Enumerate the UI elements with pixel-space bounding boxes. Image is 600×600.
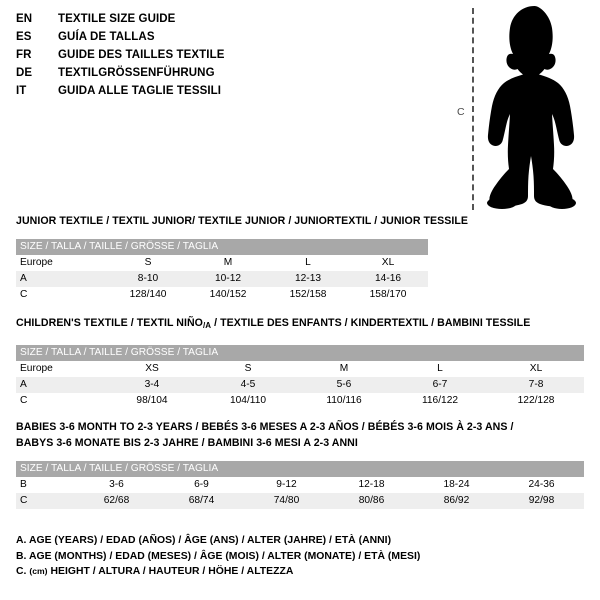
height-guide-line-icon <box>472 8 474 210</box>
cell: 128/140 <box>108 287 188 303</box>
table-header-row: SIZE / TALLA / TAILLE / GRÖSSE / TAGLIA <box>16 345 585 361</box>
section-title-children-pre: CHILDREN'S TEXTILE / TEXTIL NIÑO <box>16 317 203 329</box>
cell: 104/110 <box>200 393 296 409</box>
cell: M <box>296 361 392 377</box>
language-title: TEXTILGRÖSSENFÜHRUNG <box>58 67 215 79</box>
cell: 12-18 <box>329 477 414 493</box>
cell: 86/92 <box>414 493 499 509</box>
language-row: FR GUIDE DES TAILLES TEXTILE <box>16 46 276 64</box>
cell: 140/152 <box>188 287 268 303</box>
cell: 9-12 <box>244 477 329 493</box>
language-code: DE <box>16 67 33 79</box>
cell: 80/86 <box>329 493 414 509</box>
language-title-block: EN TEXTILE SIZE GUIDE ES GUÍA DE TALLAS … <box>16 10 276 100</box>
cell: S <box>200 361 296 377</box>
table-row: C 98/104 104/110 110/116 116/122 122/128 <box>16 393 585 409</box>
cell: 12-13 <box>268 271 348 287</box>
section-title-babies-line1: BABIES 3-6 MONTH TO 2-3 YEARS / BEBÉS 3-… <box>16 421 514 433</box>
cell: 18-24 <box>414 477 499 493</box>
cell: 7-8 <box>488 377 585 393</box>
cell: 152/158 <box>268 287 348 303</box>
row-label: Europe <box>16 361 104 377</box>
cell: L <box>268 255 348 271</box>
cell: M <box>188 255 268 271</box>
cell: 68/74 <box>159 493 244 509</box>
language-code: IT <box>16 85 27 97</box>
cell: 98/104 <box>104 393 200 409</box>
table-row: Europe S M L XL <box>16 255 429 271</box>
table-row: A 3-4 4-5 5-6 6-7 7-8 <box>16 377 585 393</box>
row-label: C <box>16 493 74 509</box>
row-label: A <box>16 377 104 393</box>
cell: 5-6 <box>296 377 392 393</box>
cell: 74/80 <box>244 493 329 509</box>
cell: 6-9 <box>159 477 244 493</box>
cell: 92/98 <box>499 493 585 509</box>
cell: L <box>392 361 488 377</box>
section-title-children-sub: /A <box>202 321 212 330</box>
language-row: IT GUIDA ALLE TAGLIE TESSILI <box>16 82 276 100</box>
language-title: GUIDE DES TAILLES TEXTILE <box>58 49 225 61</box>
language-code: FR <box>16 49 32 61</box>
cell: 158/170 <box>348 287 429 303</box>
junior-size-table: SIZE / TALLA / TAILLE / GRÖSSE / TAGLIA … <box>16 239 429 303</box>
row-label: C <box>16 393 104 409</box>
cell: 6-7 <box>392 377 488 393</box>
table-header-label: SIZE / TALLA / TAILLE / GRÖSSE / TAGLIA <box>16 461 585 477</box>
table-row: Europe XS S M L XL <box>16 361 585 377</box>
measure-label-c: C <box>457 106 465 118</box>
cell: 14-16 <box>348 271 429 287</box>
language-row: ES GUÍA DE TALLAS <box>16 28 276 46</box>
table-header-row: SIZE / TALLA / TAILLE / GRÖSSE / TAGLIA <box>16 461 585 477</box>
legend-row-c-pre: C. <box>16 566 30 577</box>
section-title-junior: JUNIOR TEXTILE / TEXTIL JUNIOR/ TEXTILE … <box>16 215 469 227</box>
section-title-children-post: / TEXTILE DES ENFANTS / KINDERTEXTIL / B… <box>211 317 531 329</box>
row-label: Europe <box>16 255 108 271</box>
cell: 116/122 <box>392 393 488 409</box>
table-header-label: SIZE / TALLA / TAILLE / GRÖSSE / TAGLIA <box>16 345 585 361</box>
legend-block: A. AGE (YEARS) / EDAD (AÑOS) / ÂGE (ANS)… <box>16 533 420 580</box>
row-label: B <box>16 477 74 493</box>
children-size-table: SIZE / TALLA / TAILLE / GRÖSSE / TAGLIA … <box>16 345 585 409</box>
babies-size-table: SIZE / TALLA / TAILLE / GRÖSSE / TAGLIA … <box>16 461 585 509</box>
section-title-children: CHILDREN'S TEXTILE / TEXTIL NIÑO/A / TEX… <box>16 316 530 333</box>
cell: 24-36 <box>499 477 585 493</box>
table-row: A 8-10 10-12 12-13 14-16 <box>16 271 429 287</box>
legend-row-c: C. (cm) HEIGHT / ALTURA / HAUTEUR / HÖHE… <box>16 564 420 580</box>
table-row: B 3-6 6-9 9-12 12-18 18-24 24-36 <box>16 477 585 493</box>
legend-row-c-post: HEIGHT / ALTURA / HAUTEUR / HÖHE / ALTEZ… <box>47 566 294 577</box>
cell: XS <box>104 361 200 377</box>
cell: XL <box>488 361 585 377</box>
table-row: C 62/68 68/74 74/80 80/86 86/92 92/98 <box>16 493 585 509</box>
section-title-babies-line2: BABYS 3-6 MONATE BIS 2-3 JAHRE / BAMBINI… <box>16 437 358 449</box>
language-row: DE TEXTILGRÖSSENFÜHRUNG <box>16 64 276 82</box>
cell: S <box>108 255 188 271</box>
cell: 3-4 <box>104 377 200 393</box>
row-label: A <box>16 271 108 287</box>
cell: 4-5 <box>200 377 296 393</box>
row-label: C <box>16 287 108 303</box>
language-title: GUÍA DE TALLAS <box>58 31 155 43</box>
language-code: EN <box>16 13 33 25</box>
table-header-label: SIZE / TALLA / TAILLE / GRÖSSE / TAGLIA <box>16 239 429 255</box>
cell: 122/128 <box>488 393 585 409</box>
cell: 10-12 <box>188 271 268 287</box>
toddler-silhouette-icon <box>487 6 576 209</box>
legend-row-a: A. AGE (YEARS) / EDAD (AÑOS) / ÂGE (ANS)… <box>16 535 392 546</box>
table-header-row: SIZE / TALLA / TAILLE / GRÖSSE / TAGLIA <box>16 239 429 255</box>
cell: 8-10 <box>108 271 188 287</box>
legend-row-b: B. AGE (MONTHS) / EDAD (MESES) / ÂGE (MO… <box>16 550 421 562</box>
table-row: C 128/140 140/152 152/158 158/170 <box>16 287 429 303</box>
cell: 62/68 <box>74 493 159 509</box>
language-title: TEXTILE SIZE GUIDE <box>58 13 176 25</box>
cell: 110/116 <box>296 393 392 409</box>
height-measurement-figure: C <box>440 0 600 215</box>
language-row: EN TEXTILE SIZE GUIDE <box>16 10 276 28</box>
cell: XL <box>348 255 429 271</box>
language-title: GUIDA ALLE TAGLIE TESSILI <box>58 85 222 97</box>
language-code: ES <box>16 31 32 43</box>
legend-row-c-unit: (cm) <box>29 566 48 576</box>
cell: 3-6 <box>74 477 159 493</box>
